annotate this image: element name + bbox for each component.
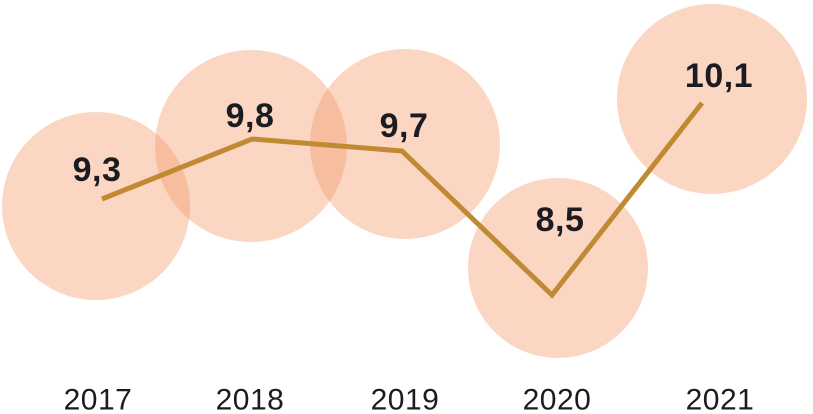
value-label-2020: 8,5 [536, 201, 585, 239]
year-label-2020: 2020 [523, 384, 592, 414]
value-label-2017: 9,3 [73, 151, 122, 189]
value-label-2018: 9,8 [226, 97, 275, 135]
bubble-marker-2017 [2, 112, 190, 300]
year-label-2019: 2019 [371, 384, 440, 414]
trend-line [101, 101, 704, 299]
bubble-marker-2018 [155, 50, 347, 242]
bubble-marker-2020 [468, 178, 648, 358]
year-label-2021: 2021 [686, 384, 755, 414]
value-label-2021: 10,1 [685, 57, 753, 95]
value-label-2019: 9,7 [380, 107, 429, 145]
year-label-2018: 2018 [216, 384, 285, 414]
bubble-marker-2019 [310, 49, 500, 239]
bubble-marker-2021 [617, 4, 807, 194]
year-label-2017: 2017 [64, 384, 133, 414]
